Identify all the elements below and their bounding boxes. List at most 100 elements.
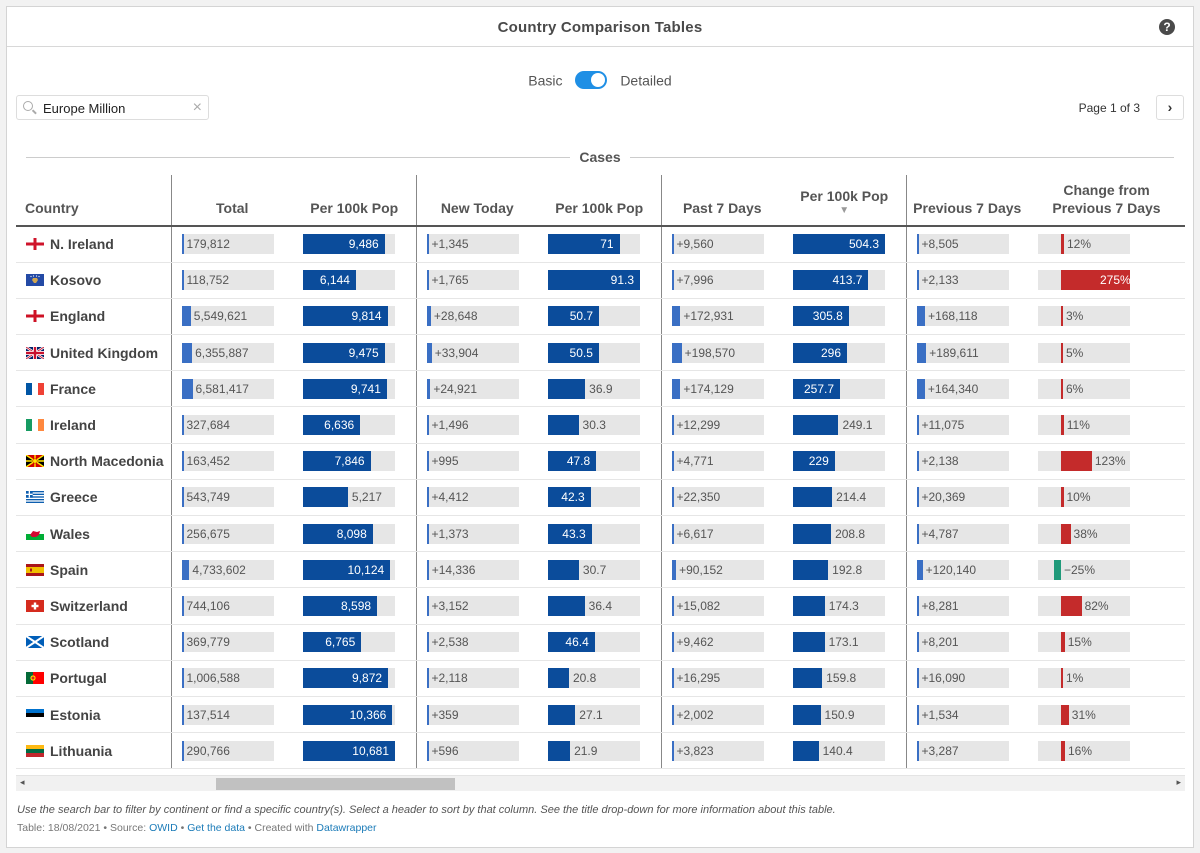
- toggle-label-detailed[interactable]: Detailed: [620, 72, 672, 89]
- past7-bar-fill: [671, 270, 674, 291]
- basic-detailed-switch[interactable]: [575, 71, 608, 90]
- new-per100k-value: 71: [600, 237, 614, 252]
- per100k-bar: 7,846: [303, 451, 395, 472]
- past7-per100k-cell: 174.3: [783, 587, 907, 625]
- change-bar: 82%: [1038, 595, 1130, 616]
- new-today-bar-fill: [426, 523, 429, 544]
- table-row[interactable]: England 5,549,621 9,814 +28,648 50.7 +172,931…: [16, 298, 1185, 336]
- table-row[interactable]: North Macedonia 163,452 7,846 +995 47.8 +4,77…: [16, 443, 1185, 480]
- change-cell: 6%: [1028, 370, 1185, 408]
- change-value: 10%: [1066, 490, 1091, 505]
- page-title[interactable]: Country Comparison Tables: [497, 19, 703, 36]
- next-page-button[interactable]: ›: [1156, 95, 1184, 120]
- past7-bar: +90,152: [671, 559, 764, 580]
- horizontal-scrollbar[interactable]: ◂ ▸: [16, 775, 1185, 791]
- scrollbar-thumb[interactable]: [216, 778, 455, 790]
- page-indicator: Page 1 of 3: [1078, 101, 1140, 115]
- total-bar-fill: [181, 415, 184, 436]
- table-footer: Table: 18/08/2021 • Source: OWID • Get t…: [17, 822, 377, 834]
- past7-per100k-bar: 208.8: [793, 523, 885, 544]
- scroll-right-icon[interactable]: ▸: [1176, 777, 1181, 787]
- past7-bar: +4,771: [671, 451, 764, 472]
- new-today-bar: +33,904: [426, 342, 519, 363]
- scroll-left-icon[interactable]: ◂: [20, 777, 25, 787]
- change-value: 11%: [1066, 418, 1090, 433]
- table-row[interactable]: Portugal 1,006,588 9,872 +2,118 20.8 +16,295 1…: [16, 660, 1185, 697]
- new-today-value: +14,336: [431, 562, 476, 577]
- new-today-bar-fill: [426, 668, 429, 689]
- view-toggle: Basic Detailed: [7, 71, 1193, 90]
- new-per100k-value: 36.4: [588, 598, 613, 613]
- header-past7-per100k[interactable]: Per 100k Pop ▼: [783, 175, 907, 227]
- past7-cell: +15,082: [661, 587, 783, 625]
- datawrapper-link[interactable]: Datawrapper: [316, 822, 377, 834]
- header-per100k[interactable]: Per 100k Pop: [293, 175, 417, 227]
- header-past7[interactable]: Past 7 Days: [661, 175, 783, 227]
- per100k-bar-fill: [303, 415, 361, 436]
- total-cell: 256,675: [171, 515, 293, 553]
- table-row[interactable]: United Kingdom 6,355,887 9,475 +33,904 50.5 +…: [16, 334, 1185, 372]
- per100k-value: 6,636: [324, 418, 355, 433]
- total-value: 4,733,602: [192, 562, 246, 577]
- change-bar-fill: [1054, 559, 1061, 580]
- source-link[interactable]: OWID: [149, 822, 178, 834]
- get-data-link[interactable]: Get the data: [187, 822, 245, 834]
- prev7-cell: +164,340: [906, 370, 1028, 408]
- per100k-value: 5,217: [351, 490, 382, 505]
- prev7-bar-fill: [916, 595, 919, 616]
- total-bar-fill: [181, 523, 184, 544]
- past7-bar: +3,823: [671, 740, 764, 761]
- table-row[interactable]: Estonia 137,514 10,366 +359 27.1 +2,002 150.9 +…: [16, 696, 1185, 734]
- new-per100k-bar: 20.8: [548, 668, 640, 689]
- new-today-bar: +1,373: [426, 523, 519, 544]
- toggle-label-basic[interactable]: Basic: [528, 72, 563, 89]
- table-row[interactable]: Switzerland 744,106 8,598 +3,152 36.4 +15,082…: [16, 587, 1185, 625]
- total-bar: 1,006,588: [181, 668, 274, 689]
- table-row[interactable]: Wales 256,675 8,098 +1,373 43.3 +6,617 208.8 +4…: [16, 515, 1185, 553]
- per100k-cell: 9,872: [293, 660, 417, 697]
- table-row[interactable]: Scotland 369,779 6,765 +2,538 46.4 +9,462 173.…: [16, 624, 1185, 661]
- search-input[interactable]: [43, 99, 183, 117]
- new-today-value: +995: [431, 454, 459, 469]
- table-row[interactable]: Ireland 327,684 6,636 +1,496 30.3 +12,299 249.…: [16, 406, 1185, 444]
- past7-per100k-value: 257.7: [803, 381, 835, 396]
- table-row[interactable]: N. Ireland 179,812 9,486 +1,345 71 +9,560 504.…: [16, 226, 1185, 263]
- spain-flag-icon: [26, 563, 44, 576]
- help-icon[interactable]: ?: [1159, 19, 1175, 35]
- new-per100k-value: 42.3: [561, 490, 585, 505]
- header-change[interactable]: Change from Previous 7 Days: [1028, 175, 1185, 227]
- header-new-per100k[interactable]: Per 100k Pop: [538, 175, 662, 227]
- prev7-cell: +11,075: [906, 406, 1028, 444]
- past7-bar-fill: [671, 523, 674, 544]
- header-new-today[interactable]: New Today: [416, 175, 538, 227]
- new-per100k-bar-fill: [548, 234, 620, 255]
- prev7-bar-fill: [916, 632, 919, 653]
- past7-bar: +22,350: [671, 487, 764, 508]
- total-cell: 4,733,602: [171, 551, 293, 589]
- past7-cell: +7,996: [661, 262, 783, 299]
- table-row[interactable]: Lithuania 290,766 10,681 +596 21.9 +3,823 140.…: [16, 732, 1185, 770]
- new-today-bar: +2,538: [426, 632, 519, 653]
- scotland-flag-icon: [26, 636, 44, 649]
- change-bar-fill: [1061, 342, 1063, 363]
- per100k-value: 6,765: [325, 635, 356, 650]
- prev7-cell: +120,140: [906, 551, 1028, 589]
- past7-bar-fill: [671, 306, 681, 327]
- table-row[interactable]: Spain 4,733,602 10,124 +14,336 30.7 +90,152 19…: [16, 551, 1185, 589]
- new-today-value: +2,538: [431, 635, 469, 650]
- header-country[interactable]: Country: [16, 175, 172, 227]
- table-row[interactable]: France 6,581,417 9,741 +24,921 36.9 +174,129 2…: [16, 370, 1185, 408]
- new-per100k-bar: 21.9: [548, 740, 640, 761]
- clear-icon[interactable]: ×: [192, 99, 202, 116]
- new-per100k-bar: 91.3: [548, 270, 640, 291]
- country-cell: Spain: [16, 551, 172, 589]
- header-prev7[interactable]: Previous 7 Days: [906, 175, 1028, 227]
- past7-cell: +90,152: [661, 551, 783, 589]
- per100k-bar-fill: [303, 740, 395, 761]
- country-cell: England: [16, 298, 172, 336]
- prev7-value: +4,787: [921, 526, 959, 541]
- header-total[interactable]: Total: [171, 175, 293, 227]
- table-row[interactable]: Greece 543,749 5,217 +4,412 42.3 +22,350 214.4…: [16, 479, 1185, 517]
- table-row[interactable]: Kosovo 118,752 6,144 +1,765 91.3 +7,996 413.7 +…: [16, 262, 1185, 299]
- new-per100k-bar: 47.8: [548, 451, 640, 472]
